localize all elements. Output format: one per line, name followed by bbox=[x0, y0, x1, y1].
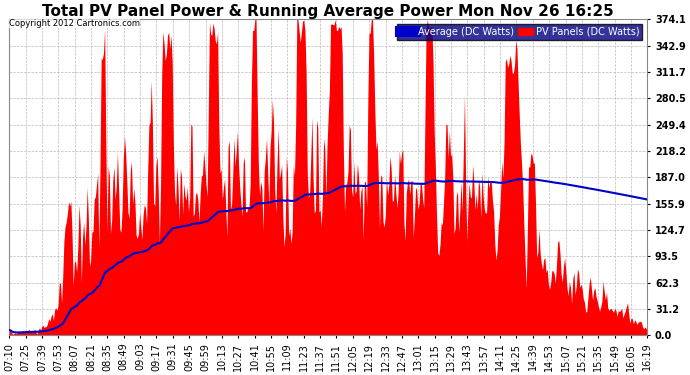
Text: Copyright 2012 Cartronics.com: Copyright 2012 Cartronics.com bbox=[9, 19, 140, 28]
Legend: Average (DC Watts), PV Panels (DC Watts): Average (DC Watts), PV Panels (DC Watts) bbox=[397, 24, 642, 40]
Title: Total PV Panel Power & Running Average Power Mon Nov 26 16:25: Total PV Panel Power & Running Average P… bbox=[42, 4, 614, 19]
